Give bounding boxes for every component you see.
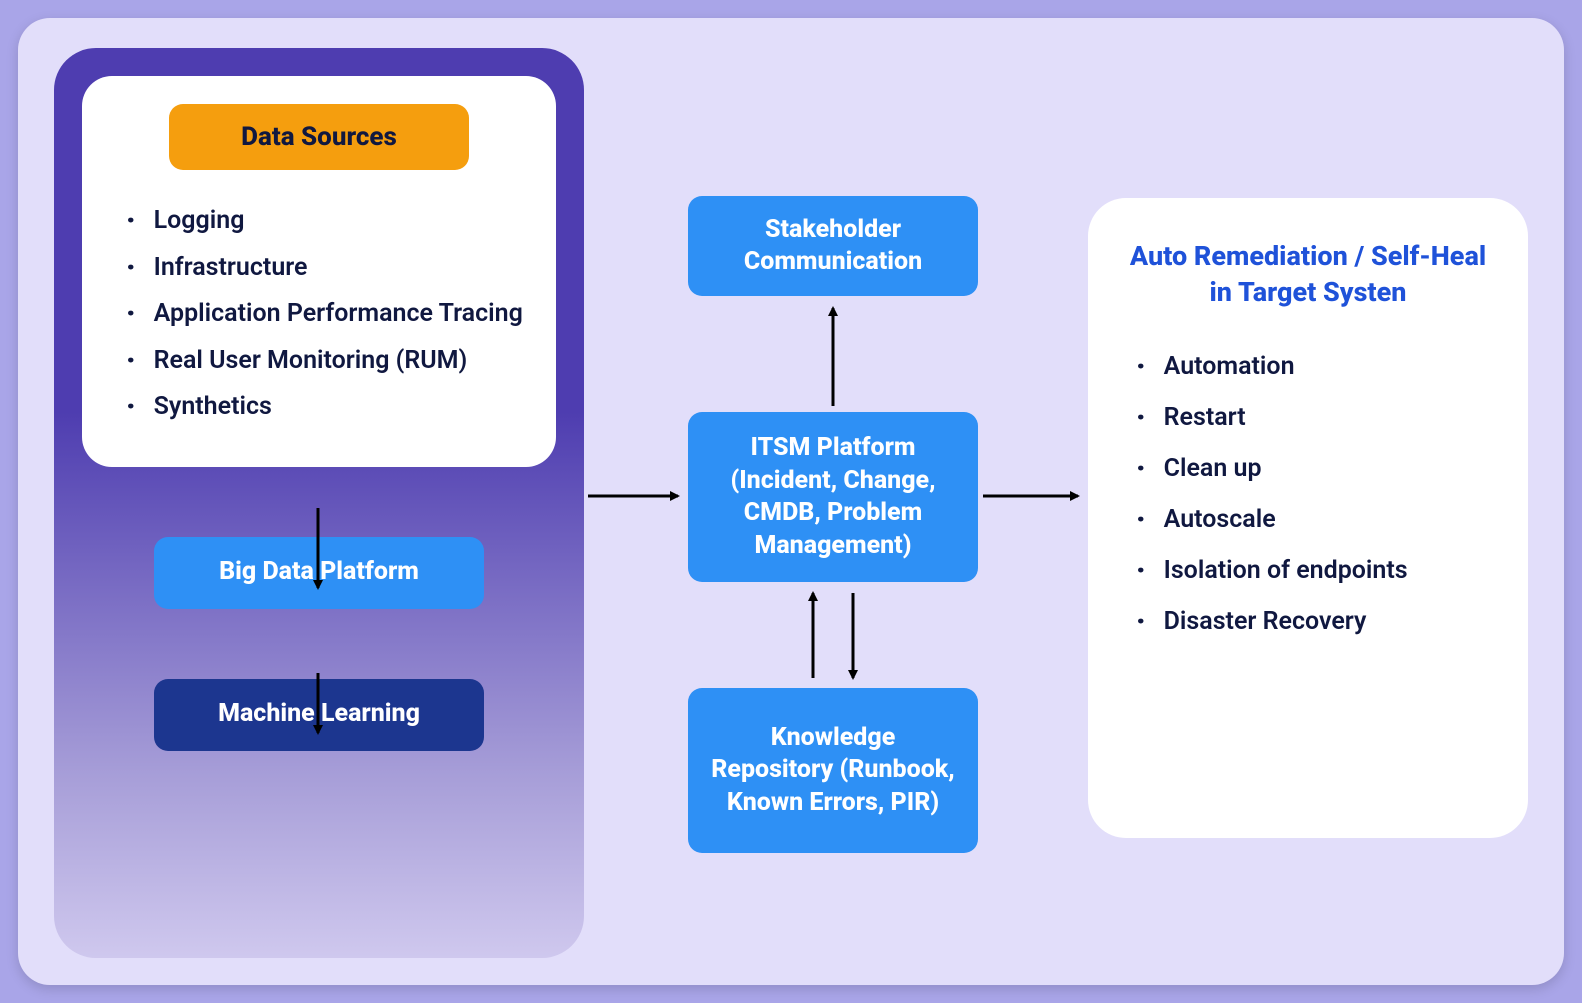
list-item: Logging <box>126 198 524 245</box>
list-item: Isolation of endpoints <box>1136 545 1488 596</box>
big-data-box: Big Data Platform <box>154 537 484 609</box>
right-card: Auto Remediation / Self-Heal in Target S… <box>1088 198 1528 838</box>
list-item: Disaster Recovery <box>1136 596 1488 647</box>
data-sources-list: Logging Infrastructure Application Perfo… <box>114 198 524 431</box>
list-item: Infrastructure <box>126 245 524 292</box>
right-list: Automation Restart Clean up Autoscale Is… <box>1128 341 1488 647</box>
knowledge-box: Knowledge Repository (Runbook, Known Err… <box>688 688 978 853</box>
outer-frame: Data Sources Logging Infrastructure Appl… <box>0 0 1582 1003</box>
list-item: Automation <box>1136 341 1488 392</box>
list-item: Real User Monitoring (RUM) <box>126 338 524 385</box>
right-title: Auto Remediation / Self-Heal in Target S… <box>1128 238 1488 311</box>
list-item: Synthetics <box>126 384 524 431</box>
list-item: Application Performance Tracing <box>126 291 524 338</box>
list-item: Restart <box>1136 392 1488 443</box>
inner-canvas: Data Sources Logging Infrastructure Appl… <box>18 18 1564 985</box>
stakeholder-box: Stakeholder Communication <box>688 196 978 296</box>
data-sources-header: Data Sources <box>169 104 469 170</box>
list-item: Autoscale <box>1136 494 1488 545</box>
machine-learning-box: Machine Learning <box>154 679 484 751</box>
list-item: Clean up <box>1136 443 1488 494</box>
data-sources-card: Data Sources Logging Infrastructure Appl… <box>82 76 556 467</box>
left-panel: Data Sources Logging Infrastructure Appl… <box>54 48 584 958</box>
itsm-box: ITSM Platform (Incident, Change, CMDB, P… <box>688 412 978 582</box>
